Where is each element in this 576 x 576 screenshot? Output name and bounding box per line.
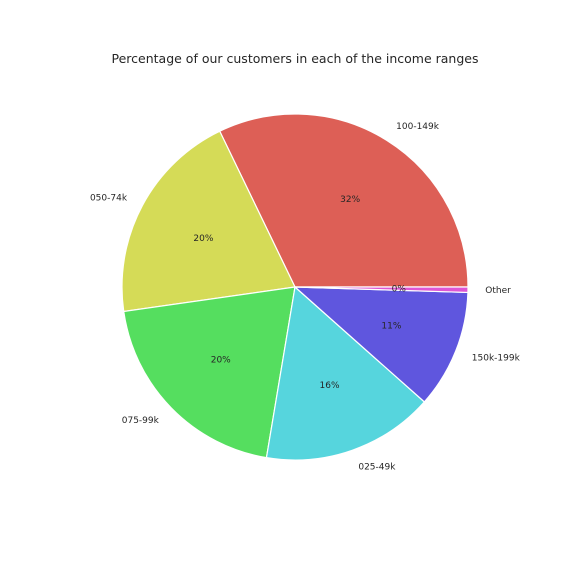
category-label-other: Other [485,286,511,296]
pie-slices [121,113,469,461]
pie-slice-075-99k [123,286,296,459]
category-label-050-74k: 050-74k [90,194,128,204]
pie-slice-050-74k [121,130,296,313]
pct-label-150k-199k: 11% [381,321,401,331]
category-label-075-99k: 075-99k [122,416,160,426]
pct-label-other: 0% [392,285,407,295]
pct-label-050-74k: 20% [193,234,213,244]
category-label-150k-199k: 150k-199k [472,353,521,363]
chart-title: Percentage of our customers in each of t… [112,51,479,66]
pct-label-025-49k: 16% [320,381,340,391]
category-label-025-49k: 025-49k [358,462,396,472]
pie-slice-150k-199k [294,286,469,403]
percentage-labels: 32% 20% 20% 16% 11% 0% [193,195,406,391]
category-label-100-149k: 100-149k [396,122,440,132]
pct-label-100-149k: 32% [340,195,360,205]
pie-slice-100-149k [219,113,469,288]
pie-slice-025-49k [265,286,425,461]
pct-label-075-99k: 20% [211,356,231,366]
pie-slice-other [294,286,469,294]
category-labels: 100-149k 050-74k 075-99k 025-49k 150k-199k Ot… [90,122,521,473]
